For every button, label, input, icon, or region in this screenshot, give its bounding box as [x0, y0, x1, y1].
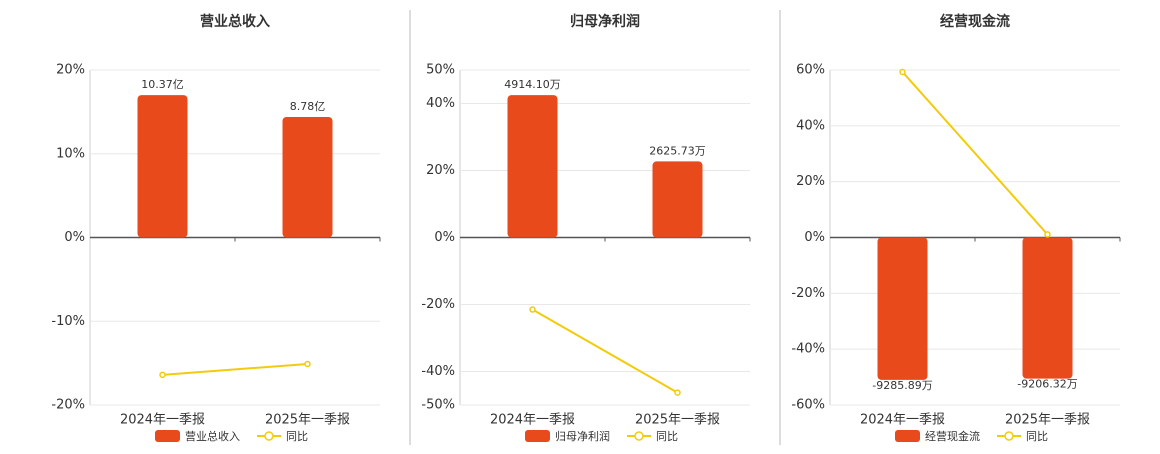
line-point — [899, 68, 906, 76]
y-tick-label: 20% — [796, 174, 825, 189]
x-tick-label: 2024年一季报 — [120, 413, 205, 428]
x-tick-label: 2024年一季报 — [490, 413, 575, 428]
line-point — [529, 306, 536, 313]
chart-title: 营业总收入 — [200, 13, 270, 30]
legend-marker — [1004, 431, 1014, 441]
x-tick-label: 2024年一季报 — [860, 413, 945, 428]
chart-title: 经营现金流 — [940, 13, 1010, 30]
legend-swatch — [155, 430, 180, 442]
y-tick-label: -50% — [421, 398, 455, 413]
legend-marker — [264, 431, 274, 441]
legend-marker — [634, 431, 644, 441]
legend-label: 同比 — [1026, 430, 1048, 443]
line-point — [159, 371, 166, 379]
y-tick-label: 0% — [64, 230, 85, 245]
bar — [137, 95, 188, 238]
y-tick-label: 20% — [56, 63, 85, 78]
value-label: 2625.73万 — [649, 144, 706, 157]
legend-label: 营业总收入 — [185, 429, 240, 443]
line-point — [304, 360, 311, 368]
value-label: -9206.32万 — [1017, 378, 1077, 391]
y-tick-label: 60% — [796, 63, 825, 78]
bar — [877, 237, 928, 380]
y-tick-label: -20% — [791, 286, 825, 301]
legend-label: 经营现金流 — [925, 429, 980, 443]
line — [901, 71, 1049, 236]
bar — [652, 161, 703, 238]
y-tick-label: 0% — [804, 230, 825, 245]
legend-label: 归母净利润 — [555, 429, 610, 443]
y-tick-label: -40% — [791, 342, 825, 357]
y-tick-label: -20% — [51, 398, 85, 413]
legend-swatch — [525, 430, 550, 442]
y-tick-label: -10% — [51, 314, 85, 329]
value-label: -9285.89万 — [872, 379, 932, 392]
y-tick-label: 0% — [434, 230, 455, 245]
legend-label: 同比 — [656, 430, 678, 443]
value-label: 4914.10万 — [504, 78, 561, 91]
value-label: 10.37亿 — [141, 78, 184, 91]
bar — [1022, 237, 1073, 379]
y-tick-label: -20% — [421, 297, 455, 312]
bar — [507, 95, 558, 238]
x-tick-label: 2025年一季报 — [265, 413, 350, 428]
y-tick-label: 20% — [426, 163, 455, 178]
legend-label: 同比 — [286, 430, 308, 443]
chart-title: 归母净利润 — [570, 13, 640, 30]
y-tick-label: 40% — [796, 118, 825, 133]
y-tick-label: 50% — [426, 63, 455, 78]
value-label: 8.78亿 — [290, 100, 326, 113]
line — [162, 362, 308, 376]
y-tick-label: -40% — [421, 364, 455, 379]
bar — [282, 116, 333, 238]
y-tick-label: 10% — [56, 146, 85, 161]
line-point — [1044, 231, 1051, 238]
y-tick-label: -60% — [791, 398, 825, 413]
x-tick-label: 2025年一季报 — [1005, 413, 1090, 428]
line — [532, 308, 678, 394]
legend-swatch — [895, 430, 920, 442]
y-tick-label: 40% — [426, 96, 455, 111]
line-point — [674, 389, 681, 396]
x-tick-label: 2025年一季报 — [635, 413, 720, 428]
